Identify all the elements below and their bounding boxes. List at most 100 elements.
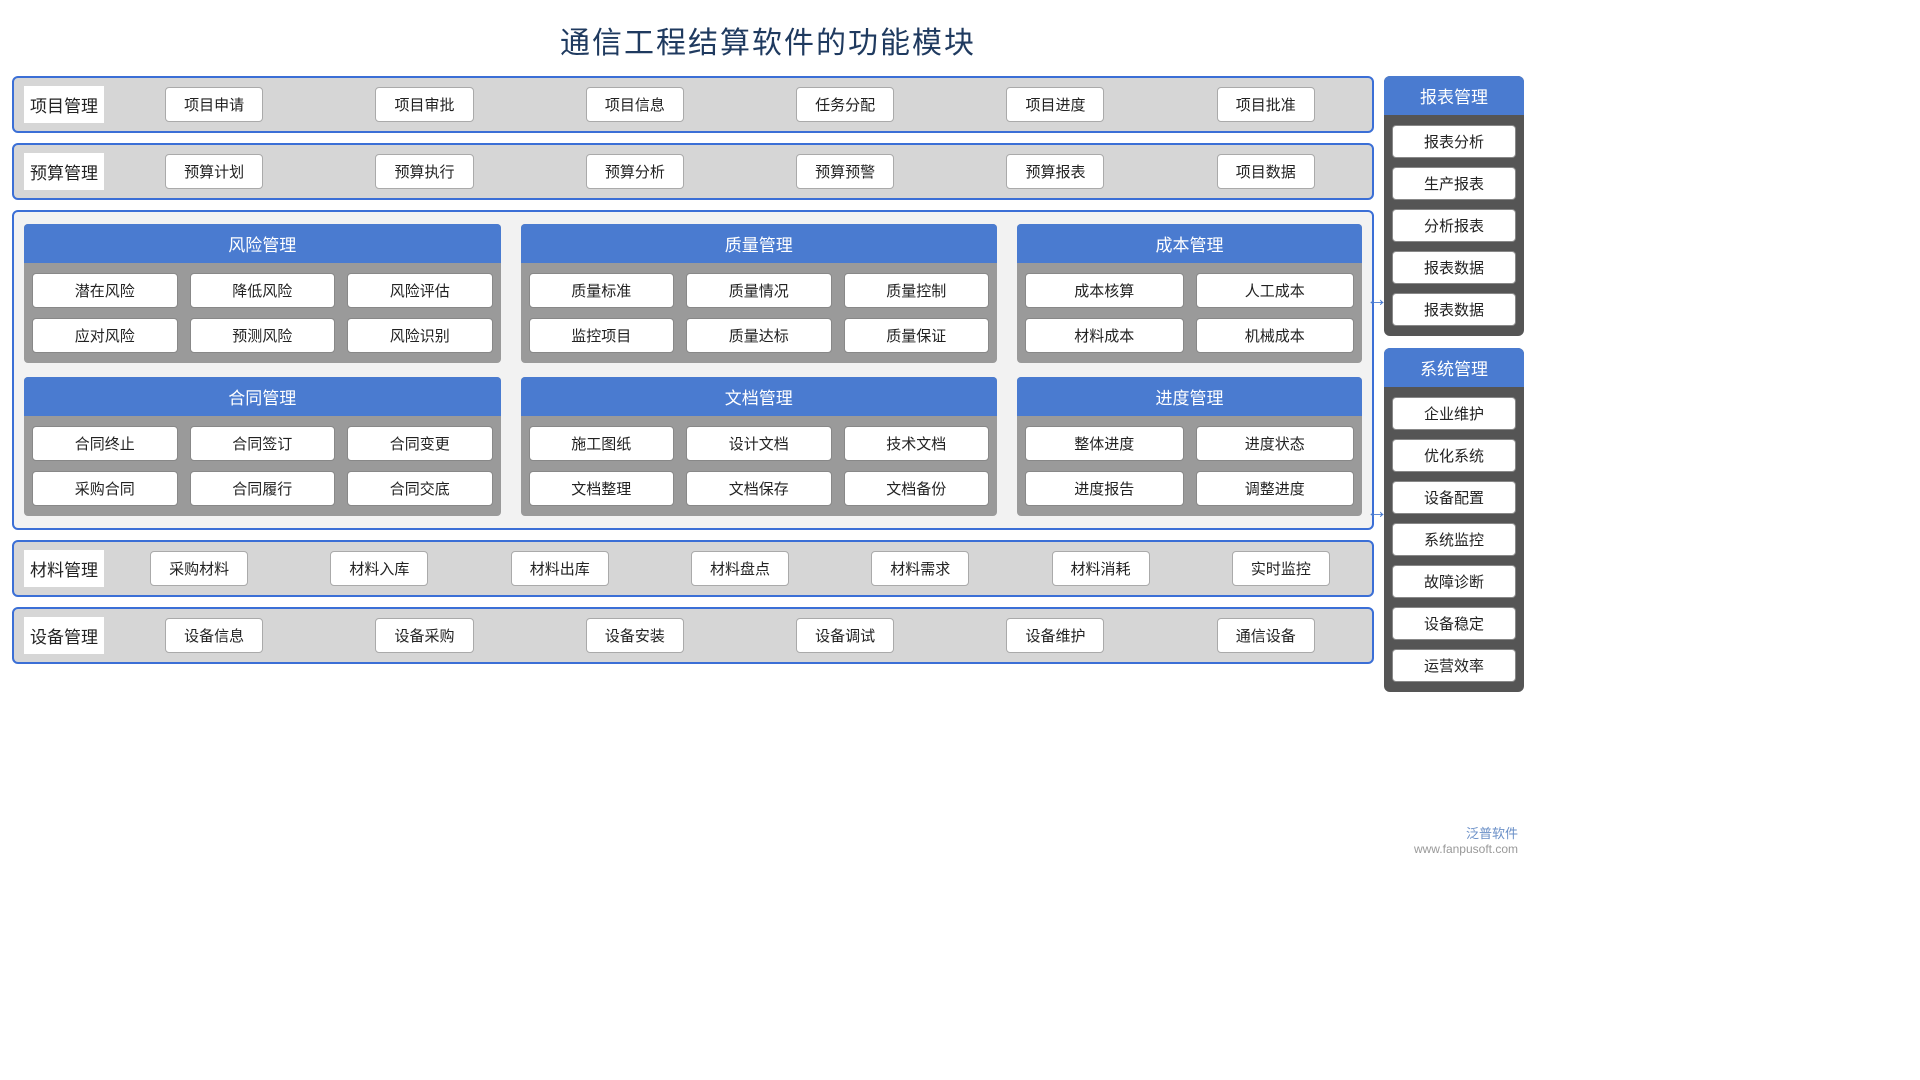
sub-head: 成本管理 xyxy=(1017,224,1362,263)
h-items: 设备信息 设备采购 设备安装 设备调试 设备维护 通信设备 xyxy=(118,618,1362,653)
watermark-url: www.fanpusoft.com xyxy=(1414,842,1518,856)
sub-item: 文档整理 xyxy=(529,471,675,506)
sub-head: 合同管理 xyxy=(24,377,501,416)
h-item: 采购材料 xyxy=(150,551,248,586)
sub-item: 采购合同 xyxy=(32,471,178,506)
h-panel-1: 预算管理 预算计划 预算执行 预算分析 预算预警 预算报表 项目数据 xyxy=(12,143,1374,200)
side-head: 系统管理 xyxy=(1384,348,1524,387)
watermark-brand: 泛普软件 xyxy=(1414,826,1518,842)
sub-item: 潜在风险 xyxy=(32,273,178,308)
sub-item: 设计文档 xyxy=(686,426,832,461)
sub-item: 材料成本 xyxy=(1025,318,1183,353)
watermark: 泛普软件 www.fanpusoft.com xyxy=(1414,826,1518,856)
main-layout: 项目管理 项目申请 项目审批 项目信息 任务分配 项目进度 项目批准 预算管理 … xyxy=(0,76,1536,692)
h-item: 设备信息 xyxy=(165,618,263,653)
side-item: 分析报表 xyxy=(1392,209,1516,242)
sub-item: 合同交底 xyxy=(347,471,493,506)
mid-panel: 风险管理 潜在风险 降低风险 风险评估 应对风险 预测风险 风险识别 质量管理 … xyxy=(12,210,1374,530)
h-items: 采购材料 材料入库 材料出库 材料盘点 材料需求 材料消耗 实时监控 xyxy=(118,551,1362,586)
h-item: 设备安装 xyxy=(586,618,684,653)
side-item: 优化系统 xyxy=(1392,439,1516,472)
sub-grid: 潜在风险 降低风险 风险评估 应对风险 预测风险 风险识别 xyxy=(32,273,493,353)
sub-item: 整体进度 xyxy=(1025,426,1183,461)
h-item: 材料盘点 xyxy=(691,551,789,586)
side-item: 报表数据 xyxy=(1392,293,1516,326)
sub-grid: 质量标准 质量情况 质量控制 监控项目 质量达标 质量保证 xyxy=(529,273,990,353)
h-item: 材料入库 xyxy=(330,551,428,586)
sub-item: 合同履行 xyxy=(190,471,336,506)
double-arrow-icon: ↔ xyxy=(1366,286,1388,312)
mid-row-0: 风险管理 潜在风险 降低风险 风险评估 应对风险 预测风险 风险识别 质量管理 … xyxy=(24,224,1362,363)
sub-item: 人工成本 xyxy=(1196,273,1354,308)
h-item: 设备维护 xyxy=(1006,618,1104,653)
h-item: 项目数据 xyxy=(1217,154,1315,189)
sub-module: 文档管理 施工图纸 设计文档 技术文档 文档整理 文档保存 文档备份 xyxy=(521,377,998,516)
sub-item: 机械成本 xyxy=(1196,318,1354,353)
sub-item: 进度报告 xyxy=(1025,471,1183,506)
side-item: 报表数据 xyxy=(1392,251,1516,284)
sub-item: 合同签订 xyxy=(190,426,336,461)
sub-item: 文档备份 xyxy=(844,471,990,506)
sub-item: 质量达标 xyxy=(686,318,832,353)
double-arrow-icon: ↔ xyxy=(1366,498,1388,524)
sub-item: 成本核算 xyxy=(1025,273,1183,308)
side-items: 企业维护 优化系统 设备配置 系统监控 故障诊断 设备稳定 运营效率 xyxy=(1392,397,1516,682)
sub-item: 合同终止 xyxy=(32,426,178,461)
sub-item: 进度状态 xyxy=(1196,426,1354,461)
sub-module: 质量管理 质量标准 质量情况 质量控制 监控项目 质量达标 质量保证 xyxy=(521,224,998,363)
sub-item: 施工图纸 xyxy=(529,426,675,461)
sub-head: 质量管理 xyxy=(521,224,998,263)
h-item: 预算执行 xyxy=(375,154,473,189)
side-items: 报表分析 生产报表 分析报表 报表数据 报表数据 xyxy=(1392,125,1516,326)
h-panel-label: 项目管理 xyxy=(24,86,104,123)
sub-head: 进度管理 xyxy=(1017,377,1362,416)
side-item: 企业维护 xyxy=(1392,397,1516,430)
side-item: 生产报表 xyxy=(1392,167,1516,200)
bottom-panel-0: 材料管理 采购材料 材料入库 材料出库 材料盘点 材料需求 材料消耗 实时监控 xyxy=(12,540,1374,597)
sub-item: 质量保证 xyxy=(844,318,990,353)
sub-item: 质量控制 xyxy=(844,273,990,308)
sub-item: 技术文档 xyxy=(844,426,990,461)
page-title: 通信工程结算软件的功能模块 xyxy=(0,0,1536,76)
h-panel-label: 预算管理 xyxy=(24,153,104,190)
h-item: 项目批准 xyxy=(1217,87,1315,122)
h-item: 设备调试 xyxy=(796,618,894,653)
mid-row-1: 合同管理 合同终止 合同签订 合同变更 采购合同 合同履行 合同交底 文档管理 … xyxy=(24,377,1362,516)
h-item: 项目审批 xyxy=(375,87,473,122)
sub-item: 文档保存 xyxy=(686,471,832,506)
sub-item: 合同变更 xyxy=(347,426,493,461)
h-item: 预算报表 xyxy=(1006,154,1104,189)
sub-grid: 施工图纸 设计文档 技术文档 文档整理 文档保存 文档备份 xyxy=(529,426,990,506)
side-item: 设备稳定 xyxy=(1392,607,1516,640)
bottom-panel-1: 设备管理 设备信息 设备采购 设备安装 设备调试 设备维护 通信设备 xyxy=(12,607,1374,664)
sub-item: 预测风险 xyxy=(190,318,336,353)
sub-item: 监控项目 xyxy=(529,318,675,353)
sub-item: 应对风险 xyxy=(32,318,178,353)
sub-item: 质量情况 xyxy=(686,273,832,308)
sub-head: 风险管理 xyxy=(24,224,501,263)
side-panel-1: 系统管理 企业维护 优化系统 设备配置 系统监控 故障诊断 设备稳定 运营效率 xyxy=(1384,348,1524,692)
sub-item: 风险评估 xyxy=(347,273,493,308)
sub-head: 文档管理 xyxy=(521,377,998,416)
sub-item: 风险识别 xyxy=(347,318,493,353)
h-item: 预算计划 xyxy=(165,154,263,189)
side-item: 运营效率 xyxy=(1392,649,1516,682)
sub-module: 成本管理 成本核算 人工成本 材料成本 机械成本 xyxy=(1017,224,1362,363)
sub-module: 进度管理 整体进度 进度状态 进度报告 调整进度 xyxy=(1017,377,1362,516)
sub-item: 质量标准 xyxy=(529,273,675,308)
h-item: 预算分析 xyxy=(586,154,684,189)
side-panel-0: 报表管理 报表分析 生产报表 分析报表 报表数据 报表数据 xyxy=(1384,76,1524,336)
h-item: 通信设备 xyxy=(1217,618,1315,653)
h-item: 项目进度 xyxy=(1006,87,1104,122)
right-column: ↔ ↔ 报表管理 报表分析 生产报表 分析报表 报表数据 报表数据 系统管理 企… xyxy=(1384,76,1524,692)
h-items: 项目申请 项目审批 项目信息 任务分配 项目进度 项目批准 xyxy=(118,87,1362,122)
sub-grid: 合同终止 合同签订 合同变更 采购合同 合同履行 合同交底 xyxy=(32,426,493,506)
h-item: 项目信息 xyxy=(586,87,684,122)
h-items: 预算计划 预算执行 预算分析 预算预警 预算报表 项目数据 xyxy=(118,154,1362,189)
h-item: 材料需求 xyxy=(871,551,969,586)
h-item: 实时监控 xyxy=(1232,551,1330,586)
h-item: 预算预警 xyxy=(796,154,894,189)
sub-item: 降低风险 xyxy=(190,273,336,308)
sub-grid: 整体进度 进度状态 进度报告 调整进度 xyxy=(1025,426,1354,506)
side-item: 设备配置 xyxy=(1392,481,1516,514)
